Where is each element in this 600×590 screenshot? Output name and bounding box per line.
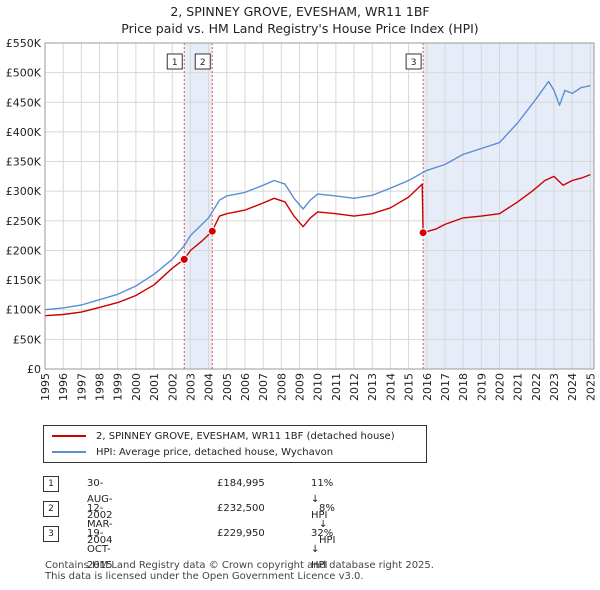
y-tick-label: £500K: [6, 67, 42, 80]
sale-number-box: [166, 53, 183, 70]
x-tick-label: 2018: [457, 373, 470, 401]
x-tick-label: 2010: [312, 373, 325, 401]
legend-swatch-property: [52, 435, 86, 437]
sale-number-label: 3: [411, 58, 417, 68]
y-tick-label: £400K: [6, 126, 42, 139]
y-tick-label: £200K: [6, 244, 42, 257]
legend: 2, SPINNEY GROVE, EVESHAM, WR11 1BF (det…: [43, 425, 427, 463]
x-tick-label: 2024: [566, 373, 579, 401]
sale-number: 2: [43, 501, 59, 517]
x-tick-label: 2025: [584, 373, 597, 401]
x-tick-label: 2011: [330, 373, 343, 401]
sale-price: £232,500: [217, 503, 265, 514]
y-tick-label: £350K: [6, 156, 42, 169]
x-tick-label: 2015: [403, 373, 416, 401]
sale-number-box: [405, 53, 422, 70]
legend-swatch-hpi: [52, 451, 86, 453]
shaded-region-1: [184, 43, 213, 369]
license-text: This data is licensed under the Open Gov…: [45, 571, 364, 582]
x-tick-label: 2005: [221, 373, 234, 401]
x-tick-label: 2020: [493, 373, 506, 401]
shaded-region-2: [423, 43, 594, 369]
x-tick-label: 2002: [166, 373, 179, 401]
x-tick-label: 2012: [348, 373, 361, 401]
x-tick-label: 1998: [94, 373, 107, 401]
y-tick-label: £0: [27, 363, 41, 376]
sale-date: 19-OCT-2015: [87, 528, 113, 571]
y-tick-label: £450K: [6, 96, 42, 109]
x-tick-label: 1996: [57, 373, 70, 401]
sale-point: [179, 254, 189, 264]
x-tick-label: 2009: [294, 373, 307, 401]
x-tick-label: 2000: [130, 373, 143, 401]
x-tick-label: 2006: [239, 373, 252, 401]
x-tick-label: 2004: [203, 373, 216, 401]
x-tick-label: 1997: [75, 373, 88, 401]
x-tick-label: 2017: [439, 373, 452, 401]
x-tick-label: 1999: [112, 373, 125, 401]
y-tick-label: £550K: [6, 37, 42, 50]
sale-number-box: [194, 53, 211, 70]
sale-date: 30-AUG-2002: [87, 478, 113, 521]
x-tick-label: 2016: [421, 373, 434, 401]
chart-subtitle: Price paid vs. HM Land Registry's House …: [121, 21, 479, 36]
chart-title: 2, SPINNEY GROVE, EVESHAM, WR11 1BF: [170, 4, 430, 19]
x-tick-label: 1995: [39, 373, 52, 401]
sale-date: 12-MAR-2004: [87, 503, 113, 546]
sale-hpi-diff: 8% ↓ HPI: [319, 503, 336, 546]
x-tick-label: 2014: [384, 373, 397, 401]
hpi-series-line: [44, 80, 591, 311]
sale-number-label: 2: [200, 58, 206, 68]
x-tick-label: 2008: [275, 373, 288, 401]
y-tick-label: £150K: [6, 274, 42, 287]
x-tick-label: 2023: [548, 373, 561, 401]
x-tick-label: 2013: [366, 373, 379, 401]
legend-label-hpi: HPI: Average price, detached house, Wych…: [96, 446, 334, 458]
x-tick-label: 2022: [530, 373, 543, 401]
sale-hpi-diff: 32% ↓ HPI: [311, 528, 334, 571]
x-tick-label: 2019: [475, 373, 488, 401]
footer: Contains HM Land Registry data © Crown c…: [45, 560, 434, 582]
sale-number: 3: [43, 526, 59, 542]
x-tick-label: 2001: [148, 373, 161, 401]
copyright-text: Contains HM Land Registry data © Crown c…: [45, 560, 434, 571]
sale-price: £184,995: [217, 478, 265, 489]
y-tick-label: £250K: [6, 215, 42, 228]
price-chart: £0 £50K £100K £150K £200K £250K £300K £350K £400…: [6, 37, 598, 401]
sale-point: [207, 226, 217, 236]
sale-price: £229,950: [217, 528, 265, 539]
y-tick-label: £300K: [6, 185, 42, 198]
y-tick-label: £50K: [13, 333, 42, 346]
plot-border: [44, 42, 595, 370]
sale-number-label: 1: [172, 58, 178, 68]
x-tick-label: 2007: [257, 373, 270, 401]
sale-number: 1: [43, 476, 59, 492]
x-tick-label: 2021: [512, 373, 525, 401]
sale-point: [418, 228, 428, 238]
y-tick-label: £100K: [6, 304, 42, 317]
legend-label-property: 2, SPINNEY GROVE, EVESHAM, WR11 1BF (det…: [96, 430, 395, 442]
property-series-line: [44, 173, 591, 317]
sale-hpi-diff: 11% ↓ HPI: [311, 478, 334, 521]
x-tick-label: 2003: [184, 373, 197, 401]
